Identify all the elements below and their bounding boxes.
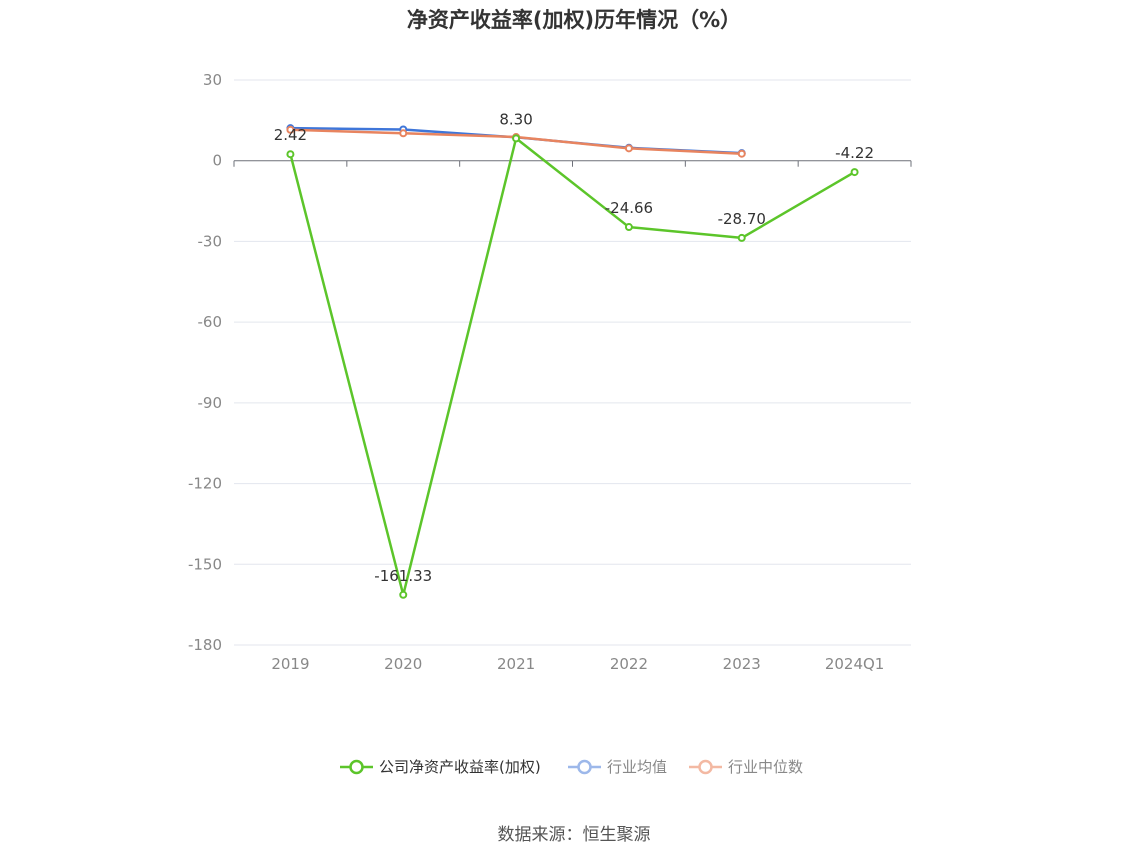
legend-marker	[698, 759, 713, 775]
x-tick-label: 2024Q1	[825, 655, 885, 673]
y-tick-label: -30	[198, 232, 223, 250]
data-point	[737, 233, 746, 242]
x-tick-label: 2020	[384, 655, 422, 673]
chart-title: 净资产收益率(加权)历年情况（%）	[406, 8, 742, 32]
data-label: -24.66	[605, 199, 653, 217]
x-axis: 2019 2020 2021 2022 2023 2024Q1	[233, 160, 912, 673]
y-tick-label: 0	[212, 152, 222, 170]
data-point	[399, 129, 408, 138]
y-tick-label: -60	[198, 313, 223, 331]
data-label: -28.70	[718, 210, 766, 228]
legend-item[interactable]: 公司净资产收益率(加权)	[340, 758, 541, 776]
x-tick-label: 2021	[497, 655, 535, 673]
series-line	[289, 137, 856, 597]
data-point	[286, 125, 295, 134]
legend-label: 行业中位数	[728, 758, 803, 776]
legend-marker	[349, 759, 364, 775]
y-tick-label: -90	[198, 394, 223, 412]
legend-item[interactable]: 行业中位数	[689, 758, 803, 776]
data-point	[737, 149, 746, 158]
data-label: -161.33	[374, 567, 432, 585]
grid-lines	[234, 79, 911, 646]
x-tick-label: 2023	[723, 655, 761, 673]
y-tick-label: -180	[188, 636, 222, 654]
x-tick-label: 2019	[271, 655, 309, 673]
y-tick-label: -120	[188, 475, 222, 493]
data-label: 2.42	[274, 126, 307, 144]
y-axis: 30 0 -30 -60 -90 -120 -150 -180	[188, 71, 222, 654]
series-lines	[286, 124, 859, 599]
data-label: 8.30	[499, 110, 532, 128]
data-point	[512, 134, 521, 143]
data-label: -4.22	[835, 144, 874, 162]
data-point	[624, 223, 633, 232]
x-tick-label: 2022	[610, 655, 648, 673]
data-point	[399, 590, 408, 599]
legend-label: 公司净资产收益率(加权)	[379, 758, 541, 776]
y-tick-label: 30	[203, 71, 222, 89]
data-source: 数据来源：恒生聚源	[497, 825, 651, 845]
legend-item[interactable]: 行业均值	[568, 758, 667, 776]
data-point	[850, 168, 859, 177]
y-tick-label: -150	[188, 555, 222, 573]
legend-label: 行业均值	[607, 758, 667, 776]
data-point	[286, 150, 295, 159]
data-labels: 2.42 -161.33 8.30 -24.66 -28.70 -4.22	[274, 110, 874, 584]
legend: 公司净资产收益率(加权) 行业均值 行业中位数	[340, 758, 803, 776]
data-point	[624, 144, 633, 153]
legend-marker	[577, 759, 592, 775]
